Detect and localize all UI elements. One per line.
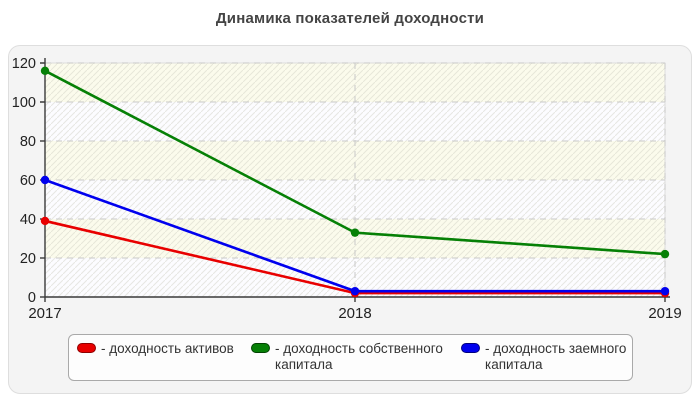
legend-item-borrowed: - доходность заемного капитала bbox=[461, 341, 640, 373]
series-point-1-0 bbox=[40, 66, 50, 75]
series-point-1-2 bbox=[660, 249, 670, 259]
tick-labels: 0 20 40 60 80 100 120 2017 2018 2019 bbox=[12, 56, 682, 322]
series-point-2-1 bbox=[350, 286, 360, 296]
y-tick-label: 20 bbox=[20, 251, 36, 267]
series-point-1-1 bbox=[350, 228, 360, 237]
series-1 bbox=[40, 66, 670, 259]
y-tick-label: 120 bbox=[12, 56, 36, 72]
legend-label-borrowed: - доходность заемного капитала bbox=[485, 341, 627, 372]
y-tick-label: 100 bbox=[12, 95, 36, 111]
series-point-2-0 bbox=[40, 175, 50, 185]
y-tick-label: 60 bbox=[20, 173, 36, 189]
legend-swatch-blue bbox=[461, 343, 480, 353]
profitability-line-chart: 0 20 40 60 80 100 120 2017 2018 2019 bbox=[12, 56, 682, 322]
x-tick-label: 2019 bbox=[648, 305, 681, 322]
legend-label-equity: - доходность собственного капитала bbox=[275, 341, 443, 372]
legend-label-assets: - доходность активов bbox=[101, 341, 234, 356]
legend-swatch-green bbox=[251, 343, 270, 353]
legend-item-equity: - доходность собственного капитала bbox=[251, 341, 453, 373]
page-title: Динамика показателей доходности bbox=[215, 10, 485, 27]
y-tick-label: 0 bbox=[28, 290, 36, 306]
legend: - доходность активов - доходность собств… bbox=[68, 334, 633, 381]
legend-swatch-red bbox=[77, 343, 96, 353]
legend-item-assets: - доходность активов bbox=[77, 341, 234, 357]
series-point-2-2 bbox=[660, 286, 670, 296]
series-point-0-0 bbox=[40, 216, 50, 226]
x-tick-label: 2018 bbox=[338, 305, 371, 322]
y-tick-label: 80 bbox=[20, 134, 36, 150]
gridlines bbox=[45, 62, 666, 297]
series-2 bbox=[40, 175, 670, 296]
chart-panel: 0 20 40 60 80 100 120 2017 2018 2019 - доходность… bbox=[8, 45, 692, 394]
x-tick-label: 2017 bbox=[28, 305, 61, 322]
y-tick-label: 40 bbox=[20, 212, 36, 228]
